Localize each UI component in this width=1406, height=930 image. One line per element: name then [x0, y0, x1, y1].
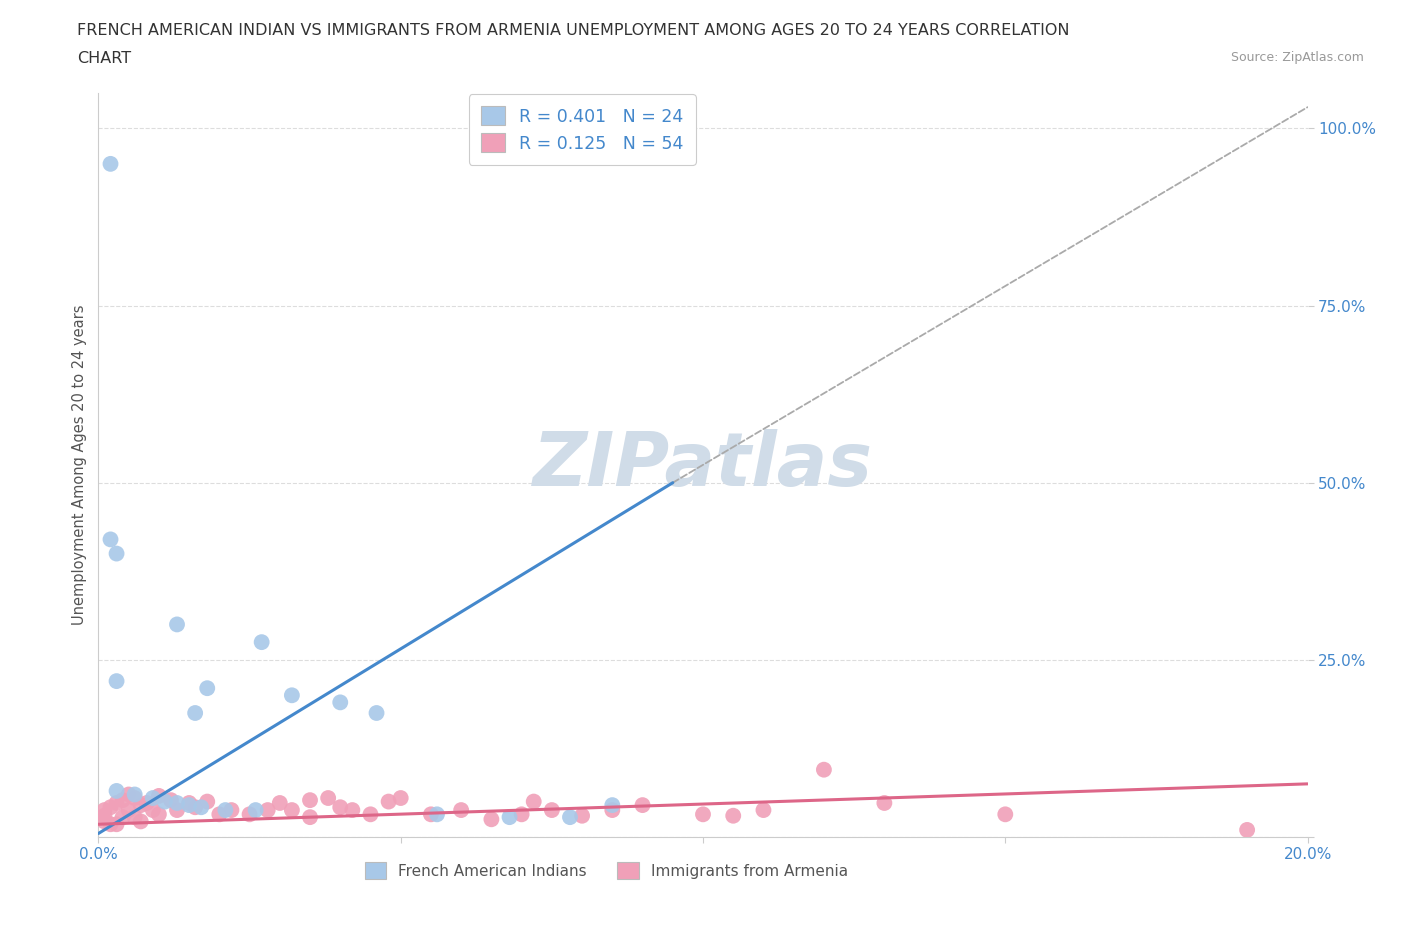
Point	[558, 810, 581, 825]
Point	[481, 812, 503, 827]
Point	[221, 803, 243, 817]
Point	[111, 810, 134, 825]
Point	[342, 803, 364, 817]
Point	[389, 790, 412, 805]
Point	[118, 787, 141, 802]
Point	[450, 803, 472, 817]
Point	[692, 807, 714, 822]
Point	[166, 617, 188, 631]
Point	[93, 814, 115, 829]
Point	[124, 790, 146, 805]
Point	[366, 706, 388, 721]
Point	[166, 795, 188, 810]
Point	[190, 800, 212, 815]
Point	[105, 783, 128, 798]
Point	[105, 673, 128, 688]
Point	[100, 156, 122, 171]
Point	[105, 795, 128, 810]
Point	[105, 546, 128, 561]
Point	[124, 810, 146, 825]
Point	[93, 803, 115, 817]
Point	[510, 807, 533, 822]
Point	[256, 803, 278, 817]
Point	[179, 795, 201, 810]
Point	[540, 803, 562, 817]
Point	[160, 792, 183, 807]
Point	[873, 795, 896, 810]
Point	[813, 763, 835, 777]
Point	[195, 794, 218, 809]
Point	[142, 790, 165, 805]
Point	[93, 808, 115, 823]
Point	[148, 789, 170, 804]
Y-axis label: Unemployment Among Ages 20 to 24 years: Unemployment Among Ages 20 to 24 years	[72, 305, 87, 625]
Point	[214, 803, 236, 817]
Point	[129, 814, 152, 829]
Point	[631, 798, 654, 813]
Legend: French American Indians, Immigrants from Armenia: French American Indians, Immigrants from…	[359, 857, 853, 885]
Point	[281, 688, 304, 703]
Point	[299, 792, 322, 807]
Point	[100, 532, 122, 547]
Text: FRENCH AMERICAN INDIAN VS IMMIGRANTS FROM ARMENIA UNEMPLOYMENT AMONG AGES 20 TO : FRENCH AMERICAN INDIAN VS IMMIGRANTS FRO…	[77, 23, 1070, 38]
Text: ZIPatlas: ZIPatlas	[533, 429, 873, 501]
Point	[166, 803, 188, 817]
Point	[329, 800, 352, 815]
Text: CHART: CHART	[77, 51, 131, 66]
Point	[153, 794, 176, 809]
Point	[250, 634, 273, 649]
Point	[245, 803, 267, 817]
Point	[602, 798, 624, 813]
Point	[239, 807, 262, 822]
Point	[135, 795, 157, 810]
Point	[281, 803, 304, 817]
Point	[377, 794, 399, 809]
Point	[602, 803, 624, 817]
Point	[148, 807, 170, 822]
Point	[100, 817, 122, 831]
Point	[184, 800, 207, 815]
Point	[1236, 822, 1258, 837]
Point	[129, 798, 152, 813]
Point	[420, 807, 443, 822]
Point	[994, 807, 1017, 822]
Point	[498, 810, 520, 825]
Point	[299, 810, 322, 825]
Point	[195, 681, 218, 696]
Point	[124, 787, 146, 802]
Point	[184, 706, 207, 721]
Point	[105, 817, 128, 831]
Text: Source: ZipAtlas.com: Source: ZipAtlas.com	[1230, 51, 1364, 64]
Point	[723, 808, 745, 823]
Point	[360, 807, 382, 822]
Point	[752, 803, 775, 817]
Point	[100, 800, 122, 815]
Point	[269, 795, 291, 810]
Point	[179, 798, 201, 813]
Point	[111, 792, 134, 807]
Point	[316, 790, 339, 805]
Point	[523, 794, 546, 809]
Point	[118, 803, 141, 817]
Point	[208, 807, 231, 822]
Point	[426, 807, 449, 822]
Point	[329, 695, 352, 710]
Point	[571, 808, 593, 823]
Point	[142, 803, 165, 817]
